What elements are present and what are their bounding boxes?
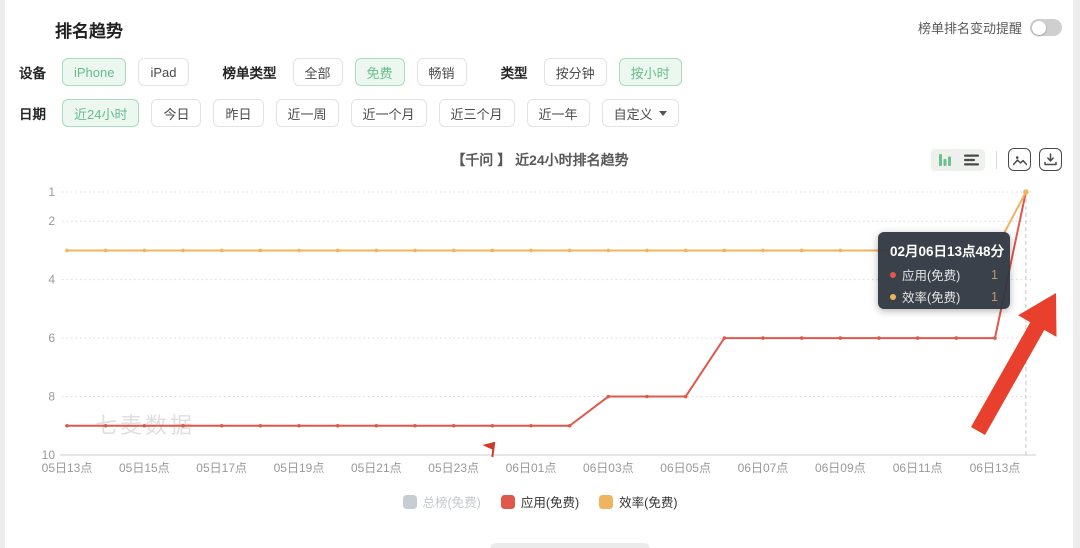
svg-text:06日05点: 06日05点 [660,461,711,475]
list-type-option-free[interactable]: 免费 [354,58,405,86]
series-dot-icon [890,271,896,278]
chart-tooltip: 02月06日13点48分 应用(免费) 1 效率(免费) 1 [878,232,1010,309]
page-right-edge [1073,0,1080,548]
svg-text:8: 8 [48,390,55,404]
svg-text:10: 10 [42,448,56,462]
svg-text:06日01点: 06日01点 [506,461,557,475]
device-option-ipad[interactable]: iPad [138,58,189,86]
granularity-option-hour[interactable]: 按小时 [618,58,682,86]
date-option-today[interactable]: 今日 [151,99,202,127]
granularity-option-minute[interactable]: 按分钟 [543,58,607,86]
svg-text:4: 4 [48,273,55,287]
page-title: 排名趋势 [55,22,123,41]
chart-view-segmented-control [931,148,985,171]
date-option-custom[interactable]: 自定义 [601,99,679,127]
date-option-week[interactable]: 近一周 [275,99,339,127]
list-type-filter-label: 榜单类型 [222,66,277,81]
legend-item-total[interactable]: 总榜(免费) [402,492,481,511]
svg-text:05日17点: 05日17点 [196,461,247,475]
legend-label: 效率(免费) [619,496,678,510]
tooltip-series-value: 1 [991,289,998,304]
legend-item-app[interactable]: 应用(免费) [500,492,580,511]
filter-row-2: 日期 近24小时 今日 昨日 近一周 近一个月 近三个月 近一年 自定义 [19,99,691,127]
tooltip-row-app: 应用(免费) 1 [890,265,998,284]
device-filter-label: 设备 [19,66,46,81]
granularity-filter-label: 类型 [500,66,528,81]
legend-item-efficiency[interactable]: 效率(免费) [599,492,677,511]
date-option-yesterday[interactable]: 昨日 [213,99,264,127]
date-option-month[interactable]: 近一个月 [350,99,427,127]
svg-text:06日07点: 06日07点 [738,461,789,475]
rank-change-alert-toggle[interactable] [1030,19,1062,36]
list-icon[interactable] [962,152,980,168]
date-option-year[interactable]: 近一年 [526,99,590,127]
series-dot-icon [890,293,896,300]
filter-row-1: 设备 iPhone iPad 榜单类型 全部 免费 畅销 类型 按分钟 按小时 [19,58,694,86]
download-icon[interactable] [1039,148,1062,171]
chart-title: 【千问 】 近24小时排名趋势 [451,152,629,168]
svg-text:05日19点: 05日19点 [274,461,325,475]
svg-text:6: 6 [48,331,55,345]
legend-swatch-icon [599,494,614,509]
page-left-edge [0,0,5,548]
legend-label: 总榜(免费) [422,496,481,510]
svg-text:06日03点: 06日03点 [583,461,634,475]
list-type-option-grossing[interactable]: 畅销 [416,58,467,86]
rank-change-alert-group: 榜单排名变动提醒 [918,18,1062,37]
rank-change-alert-label: 榜单排名变动提醒 [917,21,1022,36]
svg-text:2: 2 [48,214,55,228]
date-option-custom-label: 自定义 [613,106,653,122]
svg-text:05日23点: 05日23点 [428,461,479,475]
chart-legend: 总榜(免费) 应用(免费) 效率(免费) [0,492,1080,511]
chevron-down-icon [658,110,667,116]
chart-toolbar [931,148,1062,171]
tooltip-series-name: 应用(免费) [902,269,961,283]
date-option-24h[interactable]: 近24小时 [62,99,140,127]
device-option-iphone[interactable]: iPhone [62,58,127,86]
svg-text:05日21点: 05日21点 [351,461,402,475]
svg-text:06日13点: 06日13点 [970,461,1021,475]
red-arrow-annotation [971,293,1057,435]
legend-label: 应用(免费) [520,496,580,510]
tooltip-series-value: 1 [991,267,998,282]
below-fold-card-edge [490,543,650,548]
svg-text:1: 1 [48,185,55,199]
list-type-option-all[interactable]: 全部 [292,58,343,86]
save-image-icon[interactable] [1008,148,1031,171]
svg-text:06日11点: 06日11点 [893,461,943,475]
svg-text:06日09点: 06日09点 [815,461,866,475]
svg-text:05日13点: 05日13点 [42,461,93,475]
tooltip-timestamp: 02月06日13点48分 [890,244,1005,259]
legend-swatch-icon [402,494,417,509]
date-filter-label: 日期 [19,107,46,122]
date-option-3months[interactable]: 近三个月 [438,99,515,127]
legend-swatch-icon [500,494,515,509]
bar-chart-icon[interactable] [936,152,954,168]
toolbar-divider [996,150,997,169]
tooltip-series-name: 效率(免费) [902,291,961,305]
tooltip-row-efficiency: 效率(免费) 1 [890,287,998,306]
svg-text:05日15点: 05日15点 [119,461,170,475]
